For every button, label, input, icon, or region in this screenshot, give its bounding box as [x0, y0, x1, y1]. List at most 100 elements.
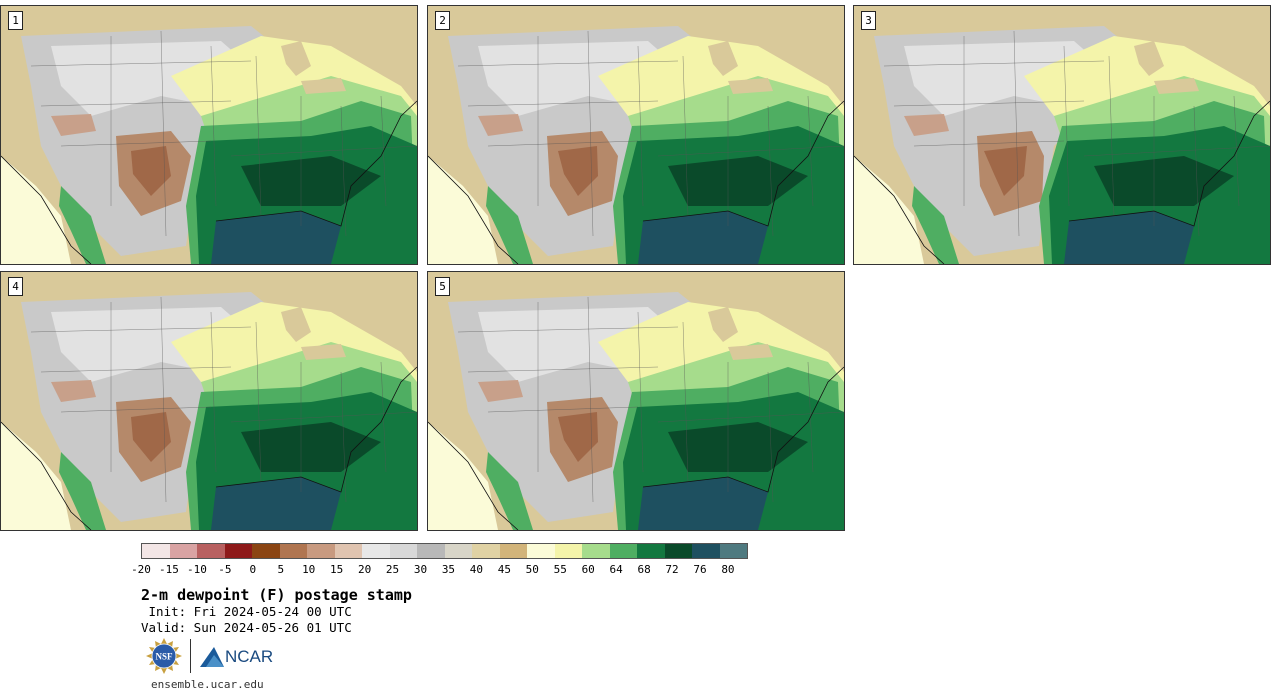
website-url[interactable]: ensemble.ucar.edu — [151, 678, 264, 691]
state-border-line — [60, 406, 212, 413]
state-border-line — [487, 406, 639, 413]
svg-text:NSF: NSF — [155, 652, 173, 662]
state-border-line — [637, 45, 644, 207]
colorbar-tick-label: 40 — [469, 563, 484, 576]
state-border-line — [60, 140, 212, 147]
colorbar-tick-label: -15 — [159, 563, 179, 576]
colorbar-swatch — [719, 544, 747, 558]
state-border-line — [255, 55, 262, 217]
state-border-line — [230, 145, 417, 157]
colorbar-swatch — [499, 544, 527, 558]
state-border-line — [487, 140, 639, 147]
colorbar-tick-label: -20 — [131, 563, 151, 576]
panel-number-label: 4 — [8, 277, 23, 296]
colorbar-swatch — [252, 544, 280, 558]
state-border-line — [160, 30, 167, 237]
colorbar-swatch — [362, 544, 390, 558]
colorbar-swatch — [692, 544, 720, 558]
postage-stamp-panel-5[interactable]: 5 — [427, 271, 845, 531]
map-shading — [1134, 41, 1164, 76]
map-shading — [428, 422, 498, 530]
colorbar-tick-label: 30 — [413, 563, 428, 576]
colorbar-tick-label: 80 — [721, 563, 735, 576]
map-shading — [638, 211, 768, 264]
state-border-line — [657, 411, 844, 423]
postage-stamp-panel-1[interactable]: 1 — [0, 5, 418, 265]
map-shading — [211, 477, 341, 530]
dewpoint-map-1 — [1, 6, 417, 264]
state-border-line — [883, 60, 1105, 67]
dewpoint-map-2 — [428, 6, 844, 264]
dewpoint-map-5 — [428, 272, 844, 530]
map-shading — [241, 156, 381, 206]
state-border-line — [767, 371, 774, 503]
colorbar-swatch — [444, 544, 472, 558]
state-border-line — [1013, 30, 1020, 237]
coastline — [854, 100, 1270, 264]
postage-stamp-panel-2[interactable]: 2 — [427, 5, 845, 265]
state-border-line — [230, 411, 417, 423]
map-shading — [301, 78, 346, 94]
state-border-line — [160, 296, 167, 503]
state-border-line — [30, 60, 252, 67]
state-border-line — [40, 366, 232, 373]
colorbar-swatch — [224, 544, 252, 558]
chart-title: 2-m dewpoint (F) postage stamp — [141, 586, 412, 604]
map-shading — [1094, 156, 1234, 206]
colorbar-tick-label: 76 — [693, 563, 707, 576]
map-shading — [281, 41, 311, 76]
state-border-line — [767, 105, 774, 237]
map-shading — [59, 452, 106, 530]
colorbar-swatch — [334, 544, 362, 558]
state-border-line — [467, 366, 659, 373]
map-shading — [728, 78, 773, 94]
dewpoint-map-3 — [854, 6, 1270, 264]
coastline — [1, 100, 417, 264]
map-shading — [668, 156, 808, 206]
state-border-line — [682, 55, 689, 217]
colorbar-swatch — [472, 544, 500, 558]
map-shading — [708, 307, 738, 342]
colorbar-swatch — [637, 544, 665, 558]
colorbar-tick-label: 68 — [637, 563, 651, 576]
postage-stamp-panel-4[interactable]: 4 — [0, 271, 418, 531]
panel-number-label: 5 — [435, 277, 450, 296]
state-border-line — [637, 311, 644, 473]
colorbar-tick-label: 25 — [385, 563, 400, 576]
colorbar-tick-label: 15 — [330, 563, 344, 576]
map-shading — [281, 307, 311, 342]
colorbar-swatch — [307, 544, 335, 558]
state-border-line — [340, 371, 347, 503]
map-shading — [486, 186, 533, 264]
colorbar-swatch — [554, 544, 582, 558]
colorbar-tick-label: 60 — [581, 563, 595, 576]
colorbar-swatch — [142, 544, 170, 558]
ncar-logo-icon: NCAR — [200, 647, 273, 667]
logo-divider — [190, 639, 191, 673]
colorbar-tick-labels: -20 -15 -10 -5 0 5 10 15 20 25 30 35 40 45 50 55 60 64 68 7… — [0, 563, 800, 577]
state-border-line — [467, 100, 659, 107]
map-shading — [558, 146, 598, 196]
svg-text:NCAR: NCAR — [225, 647, 273, 666]
map-shading — [51, 380, 96, 402]
dewpoint-map-4 — [1, 272, 417, 530]
panel-number-label: 1 — [8, 11, 23, 30]
map-shading — [241, 422, 381, 472]
colorbar-tick-label: 64 — [609, 563, 623, 576]
state-border-line — [210, 311, 217, 473]
coastline — [428, 366, 844, 530]
state-border-line — [30, 326, 252, 333]
colorbar-swatch — [527, 544, 555, 558]
state-border-line — [893, 100, 1085, 107]
state-border-line — [1108, 55, 1115, 217]
map-shading — [728, 344, 773, 360]
map-shading — [1, 422, 71, 530]
postage-stamp-panel-3[interactable]: 3 — [853, 5, 1271, 265]
coastline — [428, 100, 844, 264]
colorbar-swatch — [279, 544, 307, 558]
map-shading — [1154, 78, 1199, 94]
colorbar-tick-label: 20 — [357, 563, 372, 576]
state-border-line — [657, 145, 844, 157]
map-shading — [854, 156, 924, 264]
state-border-line — [255, 321, 262, 483]
